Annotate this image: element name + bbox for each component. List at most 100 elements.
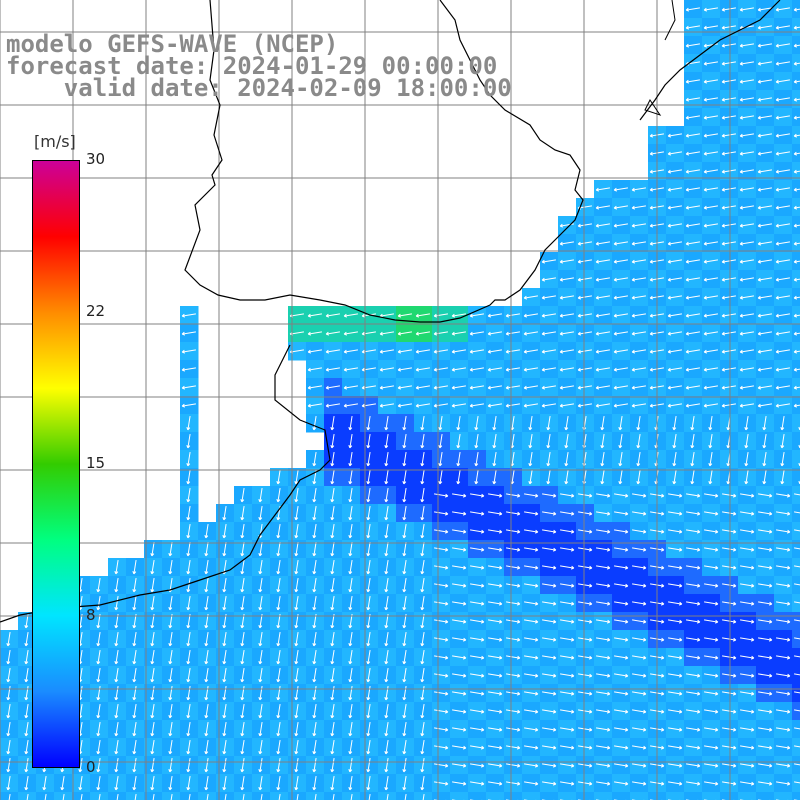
wind-cell <box>792 288 800 307</box>
wind-arrow <box>614 781 629 786</box>
wind-arrow <box>402 488 407 503</box>
wind-arrow <box>775 241 790 246</box>
wind-arrow <box>739 133 754 138</box>
wind-arrow <box>312 704 317 719</box>
wind-arrow <box>258 758 263 773</box>
wind-arrow <box>204 776 209 791</box>
wind-arrow <box>222 668 227 683</box>
wind-arrow <box>330 452 335 467</box>
wind-arrow <box>618 470 623 485</box>
wind-arrow <box>361 367 376 372</box>
wind-arrow <box>402 542 407 557</box>
wind-arrow <box>384 542 389 557</box>
wind-arrow <box>596 673 611 678</box>
wind-arrow <box>758 493 773 498</box>
wind-arrow <box>6 758 11 773</box>
wind-cell <box>774 792 793 800</box>
wind-arrow <box>739 385 754 390</box>
wind-cell <box>504 792 523 800</box>
wind-arrow <box>577 241 592 246</box>
wind-arrow <box>523 349 538 354</box>
wind-arrow <box>325 331 340 336</box>
wind-arrow <box>721 43 736 48</box>
wind-arrow <box>793 97 800 102</box>
wind-cell <box>792 612 800 631</box>
wind-cell <box>288 792 307 800</box>
wind-arrow <box>366 416 371 431</box>
wind-arrow <box>595 241 610 246</box>
wind-arrow <box>150 560 155 575</box>
wind-arrow <box>384 506 389 521</box>
wind-arrow <box>722 565 737 570</box>
wind-cell <box>108 792 127 800</box>
wind-arrow <box>240 560 245 575</box>
wind-cell <box>612 792 631 800</box>
wind-arrow <box>6 740 11 755</box>
wind-arrow <box>757 115 772 120</box>
wind-arrow <box>578 781 593 786</box>
wind-arrows <box>6 7 800 800</box>
wind-arrow <box>132 632 137 647</box>
wind-arrow <box>506 727 521 732</box>
wind-arrow <box>793 295 800 300</box>
wind-arrow <box>613 349 628 354</box>
wind-arrow <box>776 619 791 624</box>
wind-arrow <box>614 529 629 534</box>
wind-arrow <box>685 205 700 210</box>
wind-arrow <box>492 470 497 485</box>
wind-arrow <box>222 506 227 521</box>
wind-arrow <box>206 794 209 800</box>
wind-arrow <box>452 493 467 498</box>
wind-arrow <box>685 43 700 48</box>
wind-arrow <box>703 385 718 390</box>
wind-cell <box>792 648 800 667</box>
wind-arrow <box>542 619 557 624</box>
wind-arrow <box>325 403 340 408</box>
wind-arrow <box>96 632 101 647</box>
wind-arrow <box>384 488 389 503</box>
wind-arrow <box>168 704 173 719</box>
wind-arrow <box>240 758 245 773</box>
wind-arrow <box>506 709 521 714</box>
wind-arrow <box>116 794 119 800</box>
wind-arrow <box>541 259 556 264</box>
wind-arrow <box>668 655 683 660</box>
wind-arrow <box>596 511 611 516</box>
wind-arrow <box>492 416 497 431</box>
wind-arrow <box>384 434 389 449</box>
wind-arrow <box>168 776 173 791</box>
wind-arrow <box>686 619 701 624</box>
wind-arrow <box>740 511 755 516</box>
wind-arrow <box>686 673 701 678</box>
wind-arrow <box>307 403 322 408</box>
wind-arrow <box>330 578 335 593</box>
wind-arrow <box>204 632 209 647</box>
wind-arrow <box>775 7 790 12</box>
wind-arrow <box>452 583 467 588</box>
wind-arrow <box>703 151 718 156</box>
wind-arrow <box>420 686 425 701</box>
wind-arrow <box>470 547 485 552</box>
wind-arrow <box>613 223 628 228</box>
wind-arrow <box>114 686 119 701</box>
wind-arrow <box>434 529 449 534</box>
wind-arrow <box>542 529 557 534</box>
wind-arrow <box>114 632 119 647</box>
wind-arrow <box>668 493 683 498</box>
wind-arrow <box>186 650 191 665</box>
wind-arrow <box>240 632 245 647</box>
wind-arrow <box>721 61 736 66</box>
wind-arrow <box>492 452 497 467</box>
wind-arrow <box>721 295 736 300</box>
wind-arrow <box>384 560 389 575</box>
wind-arrow <box>686 709 701 714</box>
wind-arrow <box>312 632 317 647</box>
wind-arrow <box>523 403 538 408</box>
wind-arrow <box>578 583 593 588</box>
wind-arrow <box>775 259 790 264</box>
wind-arrow <box>150 632 155 647</box>
wind-arrow <box>186 542 191 557</box>
wind-arrow <box>685 313 700 318</box>
wind-arrow <box>703 313 718 318</box>
